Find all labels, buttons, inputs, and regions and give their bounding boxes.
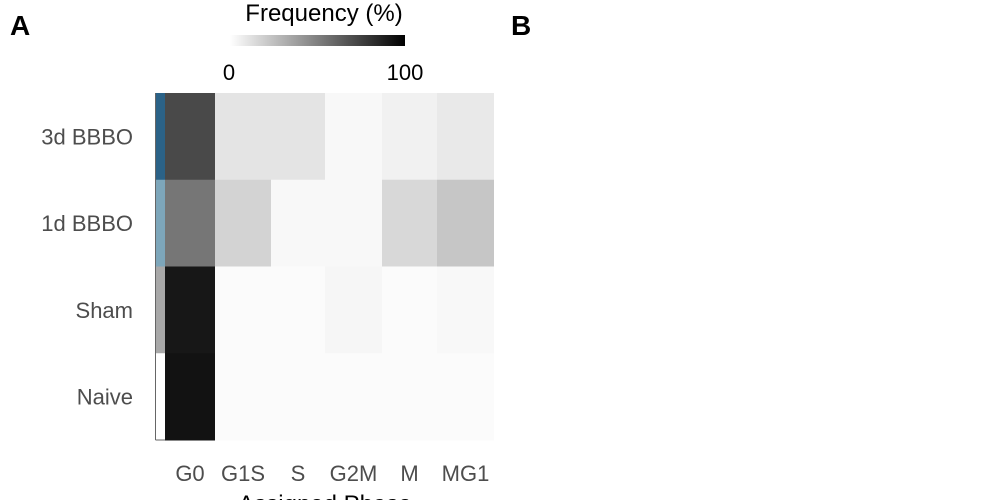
heatmap-cell-1d-bbbo-s: [271, 179, 325, 267]
panel-label-a: A: [10, 10, 31, 41]
heatmap-cell-sham-m: [382, 266, 437, 354]
heatmap-cell-1d-bbbo-g2m: [325, 179, 382, 267]
heatmap-cell-1d-bbbo-g1s: [215, 179, 271, 267]
x-tick-label: G1S: [221, 461, 265, 486]
heatmap-cell-3d-bbbo-s: [271, 93, 325, 181]
row-group-swatch-naive: [155, 353, 165, 441]
heatmap-cell-sham-g0: [165, 266, 215, 354]
heatmap-cell-3d-bbbo-mg1: [437, 93, 494, 181]
y-tick-label: 3d BBBO: [41, 124, 133, 149]
heatmap-cell-3d-bbbo-g2m: [325, 93, 382, 181]
x-tick-labels: G0 G1S S G2M M MG1: [175, 461, 489, 486]
x-tick-label: G2M: [330, 461, 378, 486]
x-tick-label: S: [291, 461, 306, 486]
row-group-swatch-sham: [155, 266, 165, 354]
heatmap-cell-naive-g1s: [215, 353, 271, 441]
heatmap-cell-naive-mg1: [437, 353, 494, 441]
y-tick-label: 1d BBBO: [41, 211, 133, 236]
heatmap-cell-3d-bbbo-g1s: [215, 93, 271, 181]
x-tick-label: MG1: [442, 461, 490, 486]
x-tick-label: M: [400, 461, 418, 486]
row-group-bar: [155, 93, 165, 441]
heatmap-cell-sham-g1s: [215, 266, 271, 354]
heatmap-cell-3d-bbbo-m: [382, 93, 437, 181]
heatmap-cells: [165, 93, 494, 441]
panel-label-b: B: [511, 10, 532, 41]
y-tick-label: Sham: [76, 298, 133, 323]
y-tick-label: Naive: [77, 385, 133, 410]
heatmap-cell-sham-mg1: [437, 266, 494, 354]
row-group-swatch-1d-bbbo: [155, 179, 165, 267]
heatmap-cell-naive-s: [271, 353, 325, 441]
row-group-swatch-3d-bbbo: [155, 93, 165, 181]
heatmap-cell-sham-s: [271, 266, 325, 354]
heatmap-cell-sham-g2m: [325, 266, 382, 354]
x-axis-title: Assigned Phase: [238, 491, 411, 500]
legend-colorbar: [230, 35, 405, 46]
legend-max-label: 100: [387, 60, 424, 85]
heatmap-cell-naive-g2m: [325, 353, 382, 441]
heatmap-cell-naive-m: [382, 353, 437, 441]
y-tick-labels: 3d BBBO 1d BBBO Sham Naive: [41, 124, 133, 409]
x-tick-label: G0: [175, 461, 204, 486]
heatmap-cell-3d-bbbo-g0: [165, 93, 215, 181]
heatmap-cell-1d-bbbo-g0: [165, 179, 215, 267]
heatmap-cell-1d-bbbo-mg1: [437, 179, 494, 267]
heatmap-cell-1d-bbbo-m: [382, 179, 437, 267]
legend-title: Frequency (%): [245, 0, 402, 27]
legend-min-label: 0: [223, 60, 235, 85]
heatmap-cell-naive-g0: [165, 353, 215, 441]
